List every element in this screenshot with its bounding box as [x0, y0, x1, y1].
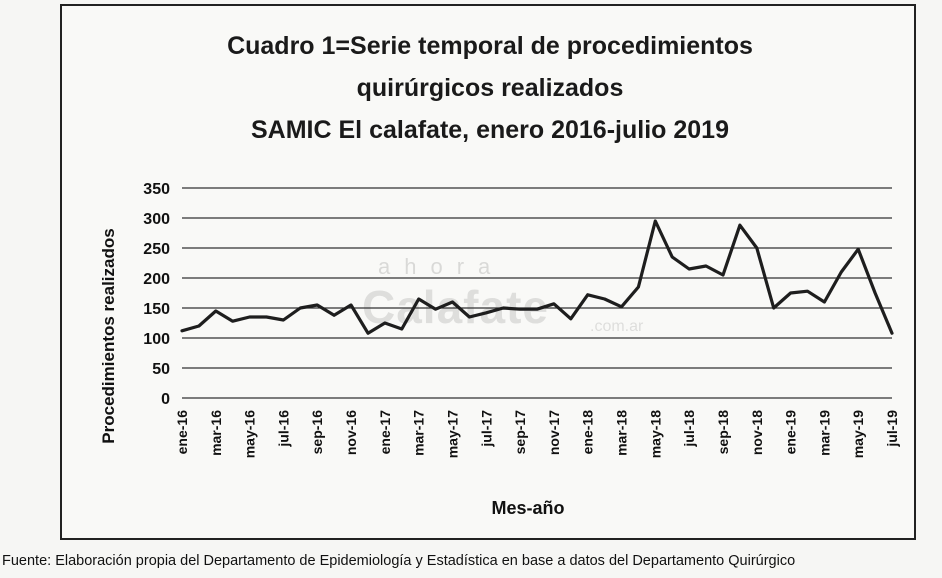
x-tick-label: mar-19	[816, 410, 832, 456]
x-tick-label: may-17	[444, 410, 460, 458]
x-tick-label: jul-19	[884, 410, 900, 448]
y-tick-label: 250	[143, 241, 170, 258]
chart-title-line-1: Cuadro 1=Serie temporal de procedimiento…	[227, 32, 753, 60]
x-tick-label: nov-16	[343, 410, 359, 455]
line-chart: 0 50 100 150 200 250 300 350 ene-16 mar-16 may-16…	[99, 181, 900, 518]
chart-title-line-3: SAMIC El calafate, enero 2016-julio 2019	[251, 116, 729, 144]
grid-lines	[182, 187, 892, 399]
x-tick-label: sep-18	[715, 410, 731, 455]
x-axis-label: Mes-año	[491, 498, 564, 518]
x-tick-label: nov-18	[749, 410, 765, 455]
x-tick-label: ene-18	[580, 410, 596, 455]
series-line	[180, 219, 894, 335]
x-tick-label: may-19	[850, 410, 866, 458]
y-tick-label: 300	[143, 211, 170, 228]
y-tick-label: 350	[143, 181, 170, 198]
source-note: Fuente: Elaboración propia del Departame…	[2, 553, 796, 569]
x-tick-label: sep-17	[512, 410, 528, 455]
x-tick-label: may-16	[242, 410, 258, 458]
x-tick-label: may-18	[647, 410, 663, 458]
chart-frame: Cuadro 1=Serie temporal de procedimiento…	[60, 4, 916, 540]
x-tick-label: ene-16	[174, 410, 190, 455]
x-tick-label: jul-16	[275, 410, 291, 448]
x-tick-label: mar-18	[614, 410, 630, 456]
x-tick-label: ene-19	[783, 410, 799, 455]
y-axis-ticks: 0 50 100 150 200 250 300 350	[143, 181, 170, 408]
x-tick-label: mar-16	[208, 410, 224, 456]
y-tick-label: 200	[143, 271, 170, 288]
x-tick-label: ene-17	[377, 410, 393, 455]
y-tick-label: 0	[161, 391, 170, 408]
x-tick-label: jul-17	[478, 410, 494, 448]
x-tick-label: jul-18	[681, 410, 697, 448]
y-axis-label: Procedimientos realizados	[99, 228, 118, 443]
y-tick-label: 100	[143, 331, 170, 348]
y-tick-label: 50	[152, 361, 170, 378]
chart-title-line-2: quirúrgicos realizados	[356, 74, 624, 102]
y-tick-label: 150	[143, 301, 170, 318]
x-tick-label: nov-17	[546, 410, 562, 455]
x-axis-ticks: ene-16 mar-16 may-16 jul-16 sep-16 nov-16 ene-…	[174, 410, 900, 458]
x-tick-label: sep-16	[309, 410, 325, 455]
x-tick-label: mar-17	[411, 410, 427, 456]
